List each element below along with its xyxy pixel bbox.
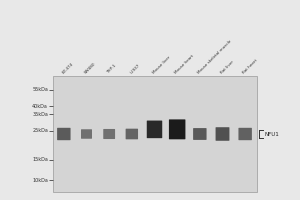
Text: Rat liver: Rat liver bbox=[220, 60, 235, 75]
Text: SW480: SW480 bbox=[84, 62, 97, 75]
Text: 40kDa: 40kDa bbox=[32, 104, 48, 109]
Text: 10kDa: 10kDa bbox=[32, 178, 48, 183]
FancyBboxPatch shape bbox=[169, 119, 185, 139]
Text: 25kDa: 25kDa bbox=[32, 128, 48, 133]
FancyBboxPatch shape bbox=[216, 127, 230, 141]
FancyBboxPatch shape bbox=[238, 128, 252, 140]
Text: Mouse liver: Mouse liver bbox=[152, 56, 171, 75]
FancyBboxPatch shape bbox=[126, 129, 138, 139]
Text: Mouse heart: Mouse heart bbox=[174, 54, 195, 75]
Bar bbox=[52, 76, 256, 192]
Text: 35kDa: 35kDa bbox=[32, 112, 48, 117]
Text: 15kDa: 15kDa bbox=[32, 157, 48, 162]
Text: Mouse skeletal muscle: Mouse skeletal muscle bbox=[197, 39, 233, 75]
Text: U-937: U-937 bbox=[129, 63, 141, 75]
Text: Rat heart: Rat heart bbox=[242, 59, 259, 75]
Text: 55kDa: 55kDa bbox=[32, 87, 48, 92]
Text: NFU1: NFU1 bbox=[264, 132, 279, 137]
FancyBboxPatch shape bbox=[81, 129, 92, 139]
FancyBboxPatch shape bbox=[147, 121, 162, 138]
FancyBboxPatch shape bbox=[103, 129, 115, 139]
FancyBboxPatch shape bbox=[193, 128, 207, 140]
Text: BT-474: BT-474 bbox=[61, 62, 74, 75]
Text: THP-1: THP-1 bbox=[106, 64, 118, 75]
FancyBboxPatch shape bbox=[57, 128, 70, 140]
